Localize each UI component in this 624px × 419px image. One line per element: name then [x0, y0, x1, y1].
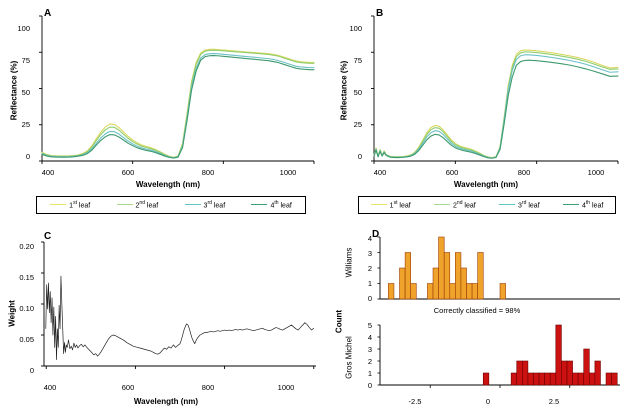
legend-item-leaf4-b: 4th leaf	[562, 200, 604, 210]
panel-d-bot-ytick-5: 5	[367, 321, 372, 330]
panel-c-xtick-800: 800	[201, 383, 215, 392]
panel-c: C Weight 0.20 0.15 0.10 0.05 0 400 600 8…	[0, 225, 320, 419]
panel-b-ytick-75: 75	[353, 56, 362, 65]
panel-c-ytick-010: 0.10	[19, 304, 34, 313]
legend-label-leaf4-b: 4th leaf	[581, 200, 604, 210]
panel-c-ytick-005: 0.05	[19, 335, 34, 344]
panel-d-top-ytick-3: 3	[367, 249, 372, 258]
panel-a-xtick-600: 600	[121, 168, 135, 177]
panel-a-ytick-0: 0	[25, 152, 30, 161]
panel-b-ytick-0: 0	[357, 152, 362, 161]
panel-c-xtick-1000: 1000	[277, 383, 295, 392]
panel-d: D Count Williams Gros Michel 4 3 2 1 0 5…	[330, 225, 624, 419]
legend-swatch-leaf2	[116, 204, 133, 206]
panel-b-ytick-100: 100	[349, 24, 362, 33]
legend-item-leaf1: 1st leaf	[50, 200, 91, 210]
legend-label-leaf1-b: 1st leaf	[389, 200, 411, 210]
panel-d-top-ytick-0: 0	[367, 294, 372, 303]
panel-a-ytick-25: 25	[21, 120, 30, 129]
panel-d-xtick-0: 0	[485, 397, 491, 406]
panel-d-bottom-histogram	[377, 324, 620, 388]
panel-a-xtick-400: 400	[41, 168, 55, 177]
legend-label-leaf1: 1st leaf	[69, 200, 91, 210]
panel-a-ytick-75: 75	[21, 56, 30, 65]
panel-d-top-ytick-4: 4	[367, 234, 372, 243]
panel-c-x-axis-title: Wavelength (nm)	[133, 397, 199, 406]
legend-swatch-leaf1	[50, 204, 67, 206]
legend-item-leaf4: 4th leaf	[251, 200, 292, 210]
legend-item-leaf3-b: 3rd leaf	[499, 200, 540, 210]
panel-d-bot-ytick-1: 1	[367, 369, 372, 378]
legend-label-leaf2: 2nd leaf	[135, 200, 159, 210]
panel-a: A Reflectance (%) 100 75 50 25 0 400 600…	[0, 0, 320, 200]
panel-d-bot-ytick-0: 0	[367, 381, 372, 390]
panel-b-xtick-1000: 1000	[587, 168, 605, 177]
panel-a-x-axis-title: Wavelength (nm)	[135, 180, 201, 189]
panel-d-grosmichel-label: Gros Michel	[344, 336, 354, 379]
panel-b-ytick-25: 25	[353, 120, 362, 129]
panel-c-xtick-600: 600	[121, 383, 135, 392]
panel-d-top-ytick-2: 2	[367, 264, 372, 273]
panel-c-plot	[41, 241, 316, 369]
panel-d-annotation: Correctly classified = 98%	[433, 306, 521, 315]
legend-item-leaf3: 3rd leaf	[184, 200, 226, 210]
panel-a-ytick-100: 100	[17, 24, 30, 33]
panel-d-top-histogram	[377, 236, 620, 300]
panel-b-x-axis-title: Wavelength (nm)	[453, 180, 519, 189]
panel-d-bot-ytick-4: 4	[367, 333, 372, 342]
panel-c-ytick-015: 0.15	[19, 273, 34, 282]
panel-a-xtick-1000: 1000	[279, 168, 297, 177]
panel-c-ytick-020: 0.20	[19, 242, 34, 251]
legend-label-leaf4: 4th leaf	[270, 200, 292, 210]
panel-a-legend: 1st leaf 2nd leaf 3rd leaf 4th leaf	[36, 196, 306, 214]
panel-a-plot	[39, 15, 315, 164]
panel-d-williams-label: Williams	[344, 247, 354, 278]
legend-swatch-leaf4	[251, 204, 268, 206]
panel-d-count-label: Count	[334, 309, 344, 334]
legend-swatch-leaf4-b	[562, 204, 579, 206]
panel-d-xtick-25: 2.5	[548, 397, 560, 406]
panel-d-bot-ytick-3: 3	[367, 345, 372, 354]
legend-item-leaf1-b: 1st leaf	[370, 200, 411, 210]
legend-label-leaf2-b: 2nd leaf	[453, 200, 476, 210]
panel-c-letter: C	[44, 231, 52, 242]
panel-b-xtick-800: 800	[517, 168, 531, 177]
panel-a-letter: A	[44, 8, 52, 19]
panel-c-ytick-0: 0	[29, 366, 34, 375]
legend-label-leaf3-b: 3rd leaf	[518, 200, 540, 210]
panel-b-xtick-600: 600	[445, 168, 459, 177]
panel-a-xtick-800: 800	[201, 168, 215, 177]
legend-swatch-leaf3-b	[499, 204, 516, 206]
legend-swatch-leaf3	[184, 204, 201, 206]
panel-b-plot	[371, 15, 619, 164]
legend-item-leaf2: 2nd leaf	[116, 200, 159, 210]
legend-swatch-leaf1-b	[370, 204, 387, 206]
panel-b-ytick-50: 50	[353, 88, 362, 97]
panel-a-ytick-50: 50	[21, 88, 30, 97]
panel-c-y-axis-title: Weight	[7, 300, 17, 327]
panel-d-xtick-neg25: -2.5	[408, 397, 422, 406]
panel-b-letter: B	[376, 8, 384, 19]
panel-b: B Reflectance (%) 100 75 50 25 0 400 600…	[330, 0, 624, 200]
panel-d-letter: D	[372, 229, 380, 240]
panel-d-bot-ytick-2: 2	[367, 357, 372, 366]
legend-label-leaf3: 3rd leaf	[203, 200, 226, 210]
legend-swatch-leaf2-b	[434, 204, 451, 206]
panel-b-legend: 1st leaf 2nd leaf 3rd leaf 4th leaf	[358, 196, 616, 214]
legend-item-leaf2-b: 2nd leaf	[434, 200, 476, 210]
panel-d-top-ytick-1: 1	[367, 279, 372, 288]
panel-b-xtick-400: 400	[373, 168, 387, 177]
panel-c-xtick-400: 400	[43, 383, 57, 392]
